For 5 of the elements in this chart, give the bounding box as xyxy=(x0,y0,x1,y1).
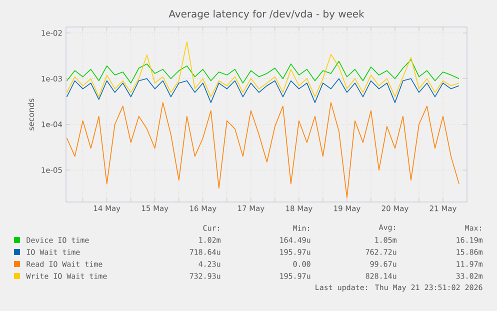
line-series xyxy=(66,102,460,198)
chart-title: Average latency for /dev/vda - by week xyxy=(168,10,364,20)
line-series xyxy=(66,59,460,84)
line-series xyxy=(66,41,460,98)
line-series xyxy=(66,78,460,103)
